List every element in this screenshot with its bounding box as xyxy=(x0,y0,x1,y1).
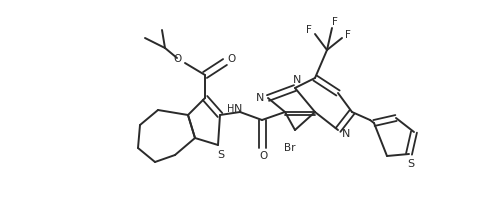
Text: O: O xyxy=(259,151,267,161)
Text: Br: Br xyxy=(284,143,296,153)
Text: N: N xyxy=(234,104,242,114)
Text: S: S xyxy=(217,150,225,160)
Text: F: F xyxy=(332,17,338,27)
Text: O: O xyxy=(228,54,236,64)
Text: S: S xyxy=(408,159,414,169)
Text: O: O xyxy=(174,54,182,64)
Text: H: H xyxy=(227,104,235,114)
Text: N: N xyxy=(342,129,350,139)
Text: N: N xyxy=(256,93,264,103)
Text: F: F xyxy=(306,25,312,35)
Text: F: F xyxy=(345,30,351,40)
Text: N: N xyxy=(293,75,301,85)
